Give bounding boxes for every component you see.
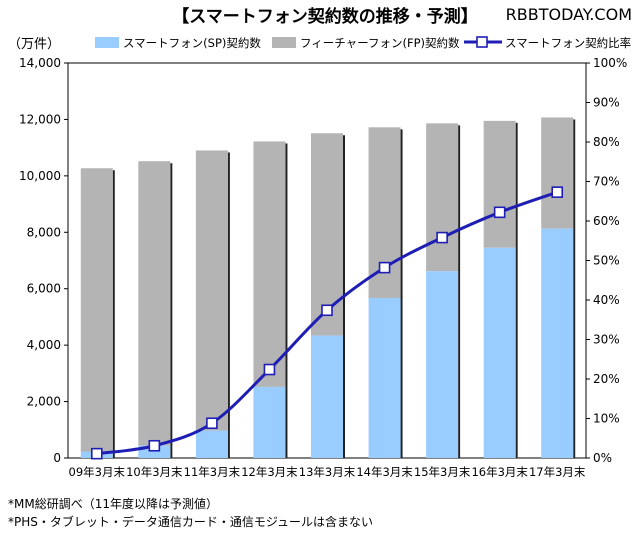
left-tick-label: 14,000: [19, 56, 61, 70]
right-tick-label: 0%: [593, 451, 612, 465]
right-tick-label: 50%: [593, 254, 620, 268]
right-tick-label: 20%: [593, 372, 620, 386]
x-tick-label: 10年3月末: [126, 465, 183, 479]
ratio-point: [321, 304, 333, 317]
left-tick-label: 8,000: [27, 225, 61, 239]
left-tick-label: 10,000: [19, 169, 61, 183]
bar-sp: [483, 247, 516, 458]
bar-shadow: [573, 119, 576, 458]
bar-sp: [253, 386, 286, 458]
x-axis: 09年3月末 10年3月末 11年3月末 12年3月末 13年3月末 14年3月末 15年3…: [69, 465, 586, 479]
bar-sp: [195, 430, 228, 458]
legend-label-fp: フィーチャーフォン(FP)契約数: [300, 36, 460, 50]
ratio-point: [378, 261, 391, 274]
right-tick-label: 100%: [593, 56, 627, 70]
ratio-point: [263, 363, 276, 376]
left-tick-label: 12,000: [19, 112, 61, 126]
watermark: RBBTODAY.COM: [506, 5, 632, 24]
x-tick-label: 14年3月末: [356, 465, 413, 479]
right-tick-label: 60%: [593, 214, 620, 228]
legend: スマートフォン(SP)契約数 フィーチャーフォン(FP)契約数 スマートフォン契…: [95, 36, 631, 50]
legend-label-sp: スマートフォン(SP)契約数: [123, 36, 261, 50]
bar-shadow: [285, 143, 288, 458]
left-axis: 0 2,000 4,000 6,000 8,000 10,000 12,000 14,000: [19, 56, 68, 465]
left-tick-label: 4,000: [27, 338, 61, 352]
y-unit-label: （万件）: [8, 37, 60, 52]
bar-shadow: [458, 125, 461, 458]
bar-shadow: [515, 122, 518, 458]
right-tick-label: 80%: [593, 135, 620, 149]
right-tick-label: 40%: [593, 293, 620, 307]
x-tick-label: 17年3月末: [529, 465, 586, 479]
bar-shadow: [400, 129, 403, 459]
note-exclusion: *PHS・タブレット・データ通信カード・通信モジュールは含まない: [8, 514, 373, 529]
x-tick-label: 15年3月末: [414, 465, 471, 479]
bar-sp: [368, 298, 401, 458]
x-tick-label: 16年3月末: [471, 465, 528, 479]
left-tick-label: 0: [53, 451, 61, 465]
bars: [80, 117, 576, 459]
x-tick-label: 13年3月末: [299, 465, 356, 479]
right-tick-label: 30%: [593, 333, 620, 347]
legend-swatch-fp: [272, 37, 296, 48]
bar-sp: [426, 271, 459, 458]
right-tick-label: 70%: [593, 175, 620, 189]
bar-shadow: [227, 152, 230, 458]
bar-fp: [253, 141, 286, 387]
bar-sp: [311, 335, 343, 458]
ratio-point: [551, 186, 564, 198]
bar-fp: [80, 168, 113, 452]
bar-shadow: [170, 163, 173, 458]
legend-label-ratio: スマートフォン契約比率: [505, 36, 631, 50]
x-tick-label: 09年3月末: [69, 465, 126, 479]
right-tick-label: 90%: [593, 96, 620, 110]
right-axis: 0% 10% 20% 30% 40% 50% 60% 70% 80% 90% 100%: [586, 56, 627, 465]
bar-shadow: [112, 170, 115, 458]
bar-fp: [541, 117, 574, 229]
ratio-point: [90, 447, 103, 460]
bar-fp: [195, 150, 228, 431]
note-source: *MM総研調べ（11年度以降は予測値）: [8, 496, 218, 511]
left-tick-label: 2,000: [27, 395, 61, 409]
x-tick-label: 11年3月末: [184, 465, 241, 479]
ratio-point: [206, 417, 218, 430]
ratio-point: [493, 206, 506, 219]
left-tick-label: 6,000: [27, 282, 61, 296]
legend-swatch-sp: [95, 37, 119, 48]
ratio-point: [436, 231, 448, 244]
right-tick-label: 10%: [593, 412, 620, 426]
chart-title: 【スマートフォン契約数の推移・予測】: [172, 6, 478, 27]
ratio-line: [90, 186, 564, 460]
x-tick-label: 12年3月末: [241, 465, 298, 479]
bar-sp: [541, 228, 574, 458]
bar-fp: [426, 123, 459, 272]
ratio-point: [148, 439, 161, 452]
bar-fp: [483, 120, 516, 248]
bar-fp: [138, 161, 171, 446]
legend-marker-ratio: [476, 36, 488, 48]
